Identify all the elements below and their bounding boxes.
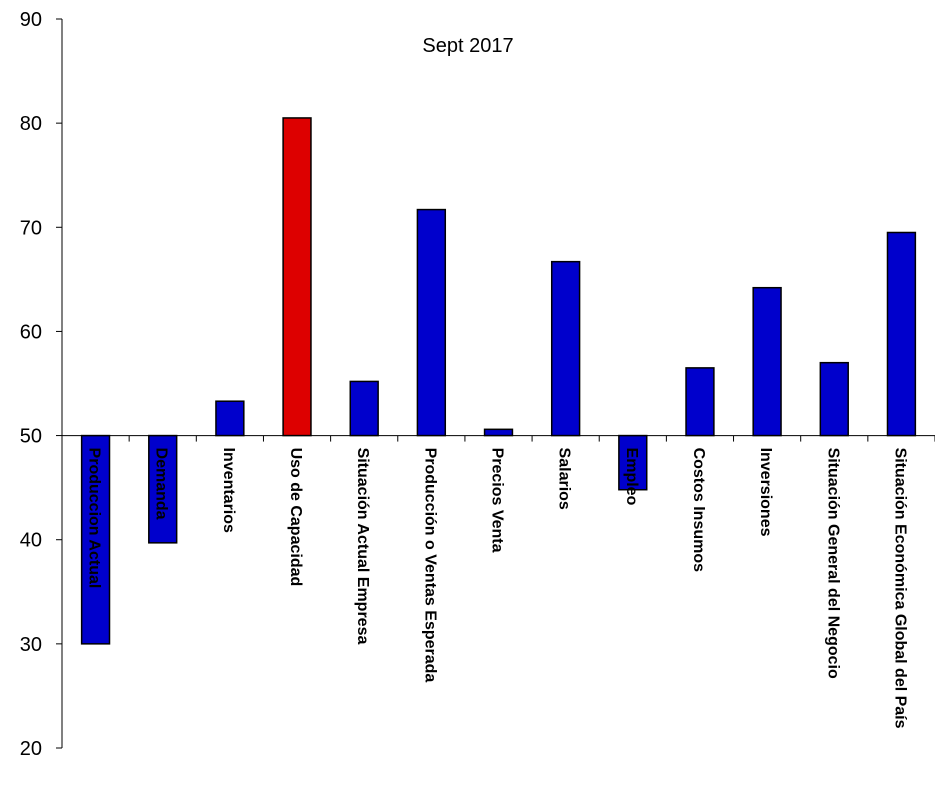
category-label: Situación Económica Global del País bbox=[891, 448, 908, 729]
category-label: Situación General del Negocio bbox=[824, 448, 841, 679]
category-label: Producción o Ventas Esperada bbox=[421, 448, 438, 683]
baseline-axis bbox=[62, 435, 935, 442]
bar-5 bbox=[349, 380, 379, 437]
category-label: Produccion Actual bbox=[86, 448, 103, 589]
category-label: Empleo bbox=[623, 448, 640, 506]
bar-2 bbox=[148, 434, 178, 544]
y-axis: 20 30 40 50 60 70 80 90 bbox=[20, 9, 63, 760]
bar-10 bbox=[685, 367, 715, 437]
bar-3 bbox=[215, 400, 245, 437]
bar-12 bbox=[819, 361, 849, 437]
category-label: Inversiones bbox=[757, 448, 774, 537]
category-label: Uso de Capacidad bbox=[287, 448, 304, 587]
category-label: Salarios bbox=[556, 448, 573, 510]
bar-8 bbox=[550, 260, 581, 437]
bars bbox=[80, 117, 917, 645]
chart-title: Sept 2017 bbox=[422, 35, 513, 57]
y-tick-label: 60 bbox=[20, 321, 42, 343]
bar-6 bbox=[416, 208, 447, 437]
category-label: Costos Insumos bbox=[690, 448, 707, 573]
y-tick-label: 50 bbox=[20, 426, 42, 448]
category-labels: Produccion Actual Demanda Inventarios Uso d… bbox=[86, 448, 909, 729]
bar-13 bbox=[886, 231, 917, 437]
y-tick-label: 80 bbox=[20, 113, 42, 135]
bar-11 bbox=[752, 286, 782, 437]
category-label: Precios Venta bbox=[489, 448, 506, 553]
y-tick-label: 40 bbox=[20, 530, 42, 552]
y-tick-label: 20 bbox=[20, 738, 42, 760]
y-tick-label: 90 bbox=[20, 9, 42, 31]
bar-4 bbox=[282, 117, 312, 437]
category-label: Demanda bbox=[153, 448, 170, 520]
y-tick-label: 30 bbox=[20, 634, 42, 656]
bar-7 bbox=[483, 428, 514, 437]
category-label: Inventarios bbox=[220, 448, 237, 533]
category-label: Situación Actual Empresa bbox=[354, 448, 371, 645]
y-tick-label: 70 bbox=[20, 217, 42, 239]
